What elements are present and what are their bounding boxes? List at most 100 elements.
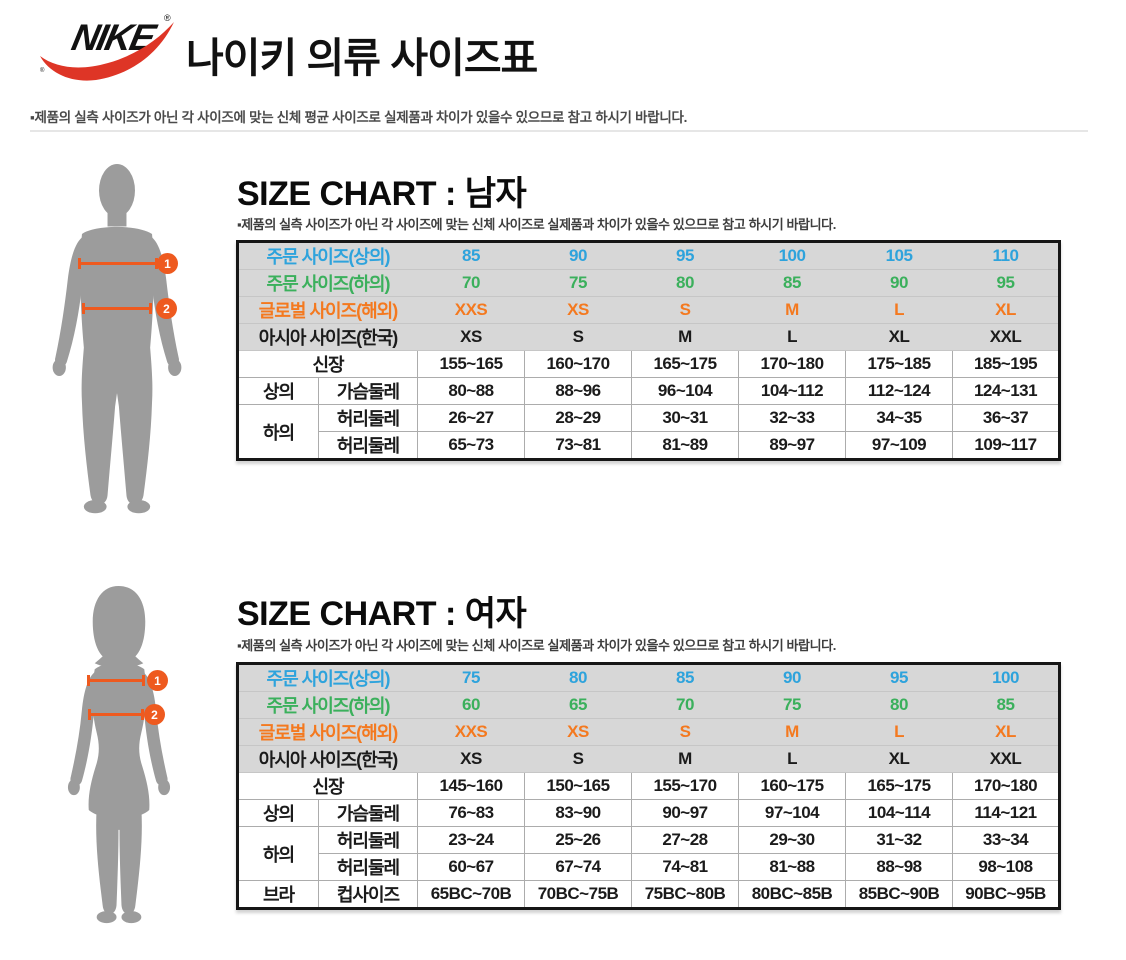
size-cell: 80~88 (417, 377, 526, 405)
size-cell: 75 (738, 691, 847, 719)
size-cell: 85 (631, 663, 740, 692)
male-left-arm (55, 235, 84, 367)
row-label: 허리둘레 (317, 826, 419, 854)
size-cell: 65~73 (417, 431, 526, 460)
size-cell: 34~35 (845, 404, 954, 432)
size-cell: 95 (952, 269, 1061, 297)
size-cell: M (631, 323, 740, 351)
size-cell: 150~165 (524, 772, 633, 800)
size-cell: 85 (952, 691, 1061, 719)
female-head (92, 585, 146, 668)
measure-badge-1: 1 (147, 670, 168, 691)
female-left-hand (67, 779, 80, 796)
size-cell: 32~33 (738, 404, 847, 432)
size-cell: 89~97 (738, 431, 847, 460)
table-row: 상의 가슴둘레 80~88 88~96 96~104 104~112 112~1… (237, 377, 1061, 405)
table-row: 주문 사이즈(하의) 60 65 70 75 80 85 (236, 691, 1061, 719)
size-cell: 75 (524, 269, 633, 297)
table-row: 하의 허리둘레 23~24 25~26 27~28 29~30 31~32 33… (237, 826, 1061, 881)
measure-badge-2: 2 (156, 298, 177, 319)
men-section-note: ▪제품의 실측 사이즈가 아닌 각 사이즈에 맞는 신체 사이즈로 실제품과 차… (237, 217, 836, 232)
size-cell: 88~98 (845, 853, 954, 881)
row-label: 글로벌 사이즈(해외) (236, 296, 419, 324)
table-row: 브라 컵사이즈 65BC~70B 70BC~75B 75BC~80B 80BC~… (237, 880, 1061, 909)
header-note: ▪제품의 실측 사이즈가 아닌 각 사이즈에 맞는 신체 평균 사이즈로 실제품… (30, 110, 688, 125)
female-right-arm (142, 671, 168, 786)
table-row: 주문 사이즈(하의) 70 75 80 85 90 95 (236, 269, 1061, 297)
size-cell: 160~170 (524, 350, 633, 378)
size-cell: 80 (524, 663, 633, 692)
male-neck (107, 211, 127, 227)
male-head (99, 163, 135, 217)
women-section-note: ▪제품의 실측 사이즈가 아닌 각 사이즈에 맞는 신체 사이즈로 실제품과 차… (237, 638, 836, 653)
size-cell: 170~180 (952, 772, 1061, 800)
size-cell: 80BC~85B (738, 880, 847, 909)
female-torso (88, 662, 150, 819)
male-chest-measure-arrow (78, 258, 158, 269)
size-cell: 76~83 (417, 799, 526, 827)
row-group: 하의 (237, 404, 319, 460)
size-cell: S (524, 745, 633, 773)
size-cell: 104~112 (738, 377, 847, 405)
table-row: 신장 155~165 160~170 165~175 170~180 175~1… (236, 350, 1061, 378)
size-cell: 109~117 (952, 431, 1061, 460)
row-label: 주문 사이즈(하의) (236, 269, 419, 297)
row-group: 하의 (237, 826, 319, 881)
size-cell: 67~74 (524, 853, 633, 881)
size-cell: 185~195 (952, 350, 1061, 378)
size-cell: XS (524, 718, 633, 746)
row-label: 허리둘레 (317, 431, 419, 460)
size-cell: 175~185 (845, 350, 954, 378)
size-cell: S (524, 323, 633, 351)
female-legs (96, 808, 142, 915)
female-chest-measure-arrow (87, 675, 145, 686)
size-cell: 30~31 (631, 404, 740, 432)
size-cell: 85 (738, 269, 847, 297)
size-cell: 70BC~75B (524, 880, 633, 909)
size-cell: XL (845, 745, 954, 773)
female-body-silhouette (67, 585, 171, 924)
table-row: 글로벌 사이즈(해외) XXS XS S M L XL (236, 718, 1061, 746)
male-waist-measure-arrow (82, 303, 152, 314)
size-cell: XS (524, 296, 633, 324)
registered-mark: ® (164, 13, 171, 23)
size-cell: 33~34 (952, 826, 1061, 854)
men-section-title: SIZE CHART : 남자 (237, 175, 527, 213)
size-cell: XL (845, 323, 954, 351)
size-cell: 75 (417, 663, 526, 692)
size-cell: XS (417, 323, 526, 351)
nike-logo: NIKE ® ® (40, 13, 174, 81)
size-cell: M (738, 296, 847, 324)
size-cell: M (738, 718, 847, 746)
size-cell: 90 (738, 663, 847, 692)
size-cell: 81~89 (631, 431, 740, 460)
nike-swoosh-icon (40, 22, 174, 81)
size-cell: 165~175 (631, 350, 740, 378)
size-cell: 31~32 (845, 826, 954, 854)
size-cell: 114~121 (952, 799, 1061, 827)
size-cell: 80 (845, 691, 954, 719)
size-cell: L (738, 745, 847, 773)
male-right-hand (168, 358, 182, 377)
table-row: 허리둘레 60~67 67~74 74~81 81~88 88~98 98~10… (238, 853, 1061, 881)
size-cell: 100 (738, 241, 847, 270)
size-cell: 27~28 (631, 826, 740, 854)
size-cell: 60 (417, 691, 526, 719)
male-right-foot (127, 500, 151, 514)
size-cell: 88~96 (524, 377, 633, 405)
size-cell: 90BC~95B (952, 880, 1061, 909)
size-cell: 97~109 (845, 431, 954, 460)
row-label: 주문 사이즈(상의) (236, 663, 419, 692)
size-cell: 97~104 (738, 799, 847, 827)
female-right-foot (121, 911, 142, 924)
table-row: 허리둘레 65~73 73~81 81~89 89~97 97~109 109~… (238, 431, 1061, 460)
size-cell: 96~104 (631, 377, 740, 405)
row-label: 주문 사이즈(상의) (236, 241, 419, 270)
size-cell: 29~30 (738, 826, 847, 854)
size-cell: XS (417, 745, 526, 773)
table-row: 아시아 사이즈(한국) XS S M L XL XXL (236, 323, 1061, 351)
table-row: 주문 사이즈(상의) 75 80 85 90 95 100 (236, 663, 1061, 692)
row-group: 상의 (237, 377, 319, 405)
table-row: 글로벌 사이즈(해외) XXS XS S M L XL (236, 296, 1061, 324)
size-cell: 60~67 (417, 853, 526, 881)
